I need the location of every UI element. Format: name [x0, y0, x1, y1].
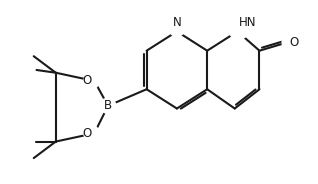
- Circle shape: [100, 98, 116, 114]
- Text: O: O: [290, 36, 299, 49]
- Text: HN: HN: [239, 16, 256, 29]
- Text: B: B: [104, 99, 112, 112]
- Text: N: N: [173, 16, 181, 29]
- Circle shape: [169, 21, 185, 36]
- Circle shape: [228, 18, 249, 39]
- Circle shape: [84, 126, 99, 141]
- Text: O: O: [82, 75, 92, 87]
- Circle shape: [84, 73, 99, 89]
- Text: O: O: [82, 127, 92, 140]
- Circle shape: [282, 35, 297, 50]
